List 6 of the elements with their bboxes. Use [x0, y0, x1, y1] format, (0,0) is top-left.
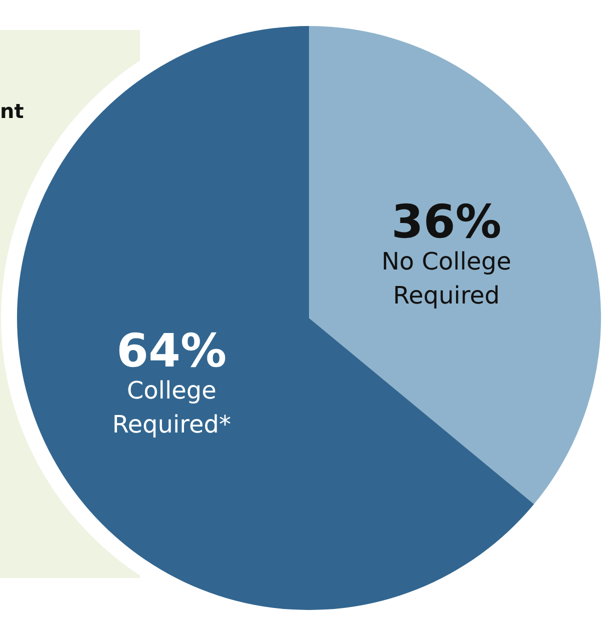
pie-slice	[309, 26, 600, 504]
data-label: 36%	[391, 194, 502, 248]
data-label: 64%	[116, 324, 227, 378]
slice-label: No College Required	[381, 247, 512, 310]
slice-label: College Required*	[112, 376, 232, 439]
text: nt	[0, 99, 24, 123]
